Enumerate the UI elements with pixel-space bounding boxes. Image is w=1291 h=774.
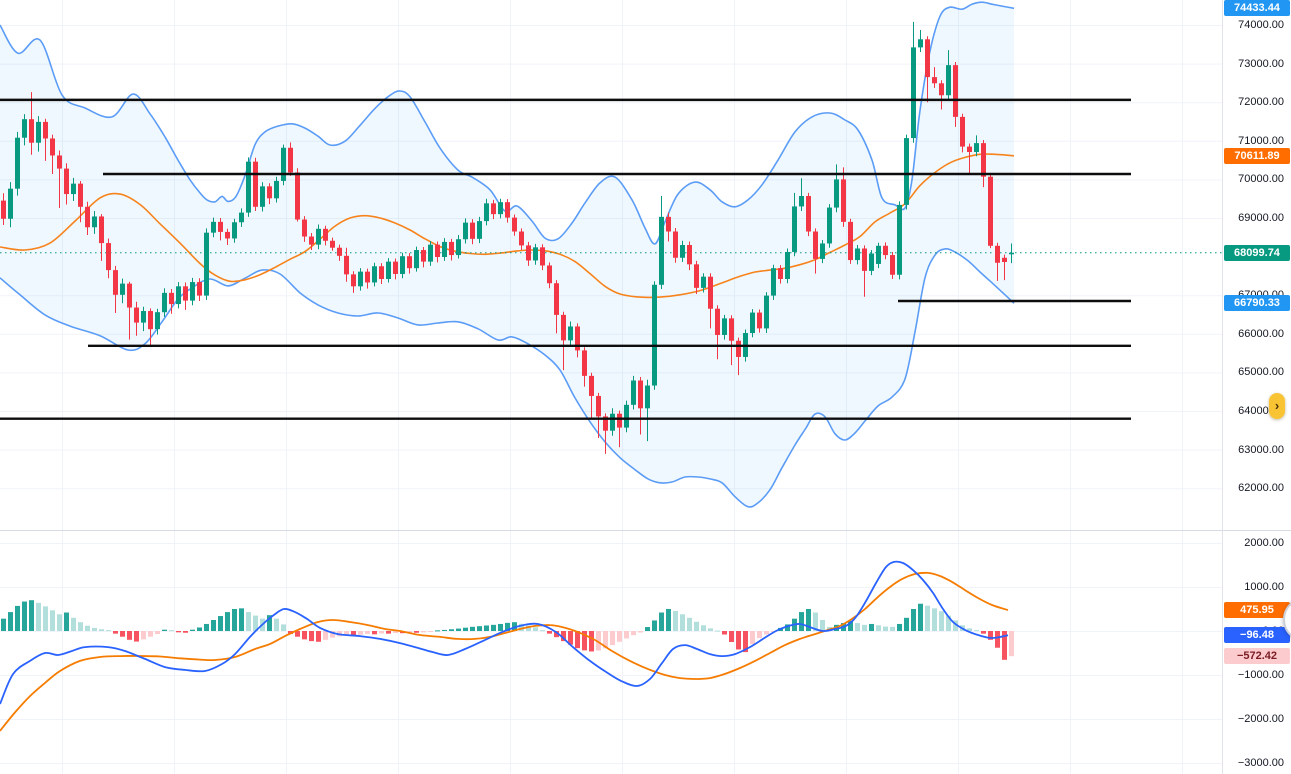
price-axis-label: 73000.00 xyxy=(1238,57,1284,70)
price-axis-label: 74000.00 xyxy=(1238,19,1284,31)
horizontal-level-lines[interactable] xyxy=(0,98,1131,420)
bollinger-basis-line xyxy=(0,153,1015,299)
price-axis-badge: −572.42 xyxy=(1224,648,1290,665)
candlesticks xyxy=(1,21,1014,454)
price-axis-label: −1000.00 xyxy=(1237,669,1284,681)
price-axis-label: 62000.00 xyxy=(1238,482,1284,495)
price-axis-label: −2000.00 xyxy=(1237,713,1284,725)
price-axis-label: 72000.00 xyxy=(1238,96,1284,109)
chevron-right-icon: › xyxy=(1274,398,1280,413)
price-axis-label: 1000.00 xyxy=(1244,581,1284,593)
scroll-right-button[interactable]: › xyxy=(1269,393,1285,419)
macd-histogram xyxy=(1,600,1014,660)
macd-signal-line xyxy=(0,571,1009,732)
price-axis-label: 69000.00 xyxy=(1238,212,1284,224)
price-axis-label: 71000.00 xyxy=(1238,134,1284,147)
price-axis-badge: 68099.74 xyxy=(1224,244,1290,261)
price-axis-badge: 70611.89 xyxy=(1224,147,1290,164)
price-axis-badge: −96.48 xyxy=(1224,627,1290,644)
bollinger-lower-line xyxy=(0,248,1015,508)
price-axis-badge: 475.95 xyxy=(1224,602,1290,619)
bollinger-upper-line xyxy=(0,1,1015,245)
price-axis-badge: 66790.33 xyxy=(1224,295,1290,312)
price-axis-label: 65000.00 xyxy=(1238,366,1284,379)
price-axis-badge: 74433.44 xyxy=(1224,0,1290,17)
gridlines xyxy=(0,0,1222,774)
macd-line xyxy=(0,560,1009,705)
bollinger-fill xyxy=(0,2,1014,507)
price-axis-label: 63000.00 xyxy=(1238,443,1284,456)
price-axis-label: 66000.00 xyxy=(1238,327,1284,340)
price-axis-label: −3000.00 xyxy=(1237,757,1284,769)
price-axis-label: 2000.00 xyxy=(1244,537,1284,549)
price-axis-label: 70000.00 xyxy=(1238,173,1284,186)
